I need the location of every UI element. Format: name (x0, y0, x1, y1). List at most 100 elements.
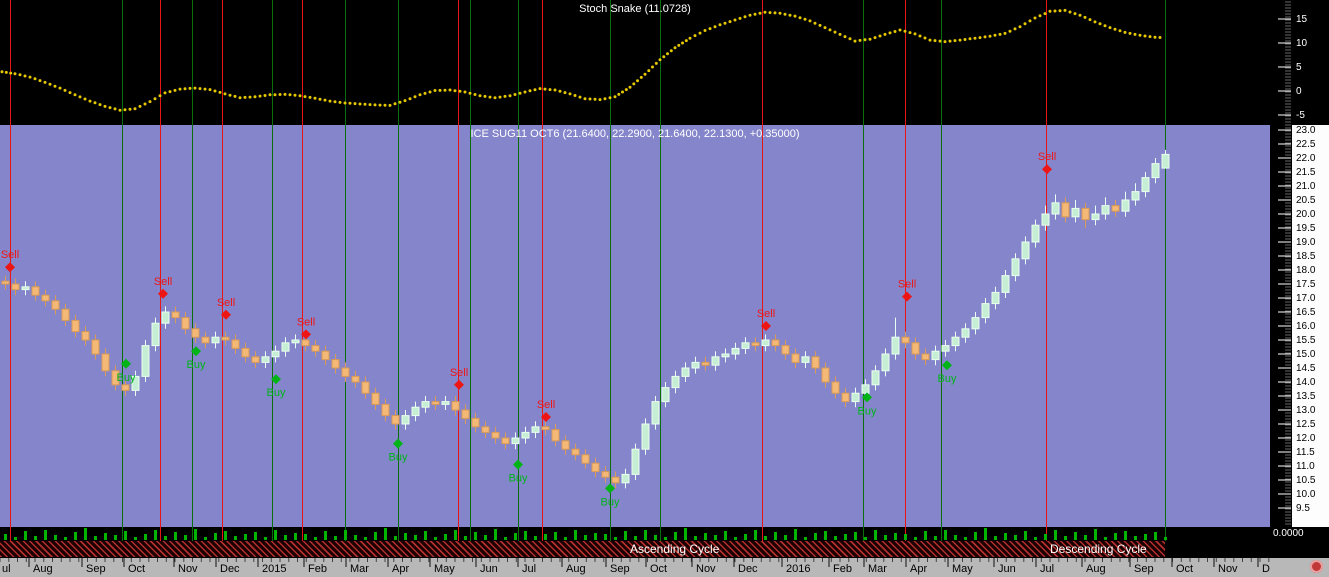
candle[interactable] (131, 370, 140, 396)
candle[interactable] (1151, 158, 1160, 184)
candle[interactable] (371, 387, 380, 410)
candle[interactable] (211, 331, 220, 349)
candle[interactable] (1051, 194, 1060, 220)
candle[interactable] (1131, 183, 1140, 206)
candle[interactable] (991, 286, 1000, 310)
sell-marker[interactable] (902, 291, 912, 302)
candle[interactable] (1101, 197, 1110, 220)
candle[interactable] (461, 404, 470, 424)
candle[interactable] (541, 421, 550, 436)
candle[interactable] (251, 351, 260, 368)
candle[interactable] (681, 362, 690, 382)
candle[interactable] (431, 396, 440, 410)
candle[interactable] (261, 351, 270, 368)
candle[interactable] (601, 466, 610, 483)
candle[interactable] (831, 376, 840, 399)
buy-marker[interactable] (605, 483, 615, 494)
candle[interactable] (1091, 205, 1100, 226)
candle[interactable] (351, 370, 360, 388)
candle[interactable] (771, 334, 780, 352)
sell-marker[interactable] (1042, 164, 1052, 175)
candle[interactable] (281, 337, 290, 357)
date-axis[interactable]: ul Aug Sep Oct Nov Dec 2015 Feb Mar Apr May Jun Jul A… (0, 557, 1329, 577)
candle[interactable] (91, 334, 100, 360)
buy-marker[interactable] (862, 392, 872, 403)
candle[interactable] (311, 340, 320, 357)
candle[interactable] (711, 351, 720, 371)
candle[interactable] (801, 351, 810, 368)
candle[interactable] (191, 323, 200, 343)
candle[interactable] (341, 362, 350, 382)
candle[interactable] (331, 354, 340, 374)
candle[interactable] (661, 382, 670, 408)
candle[interactable] (1161, 149, 1170, 169)
price-axis[interactable]: 23.0 22.5 22.0 21.5 21.0 20.5 20.0 19.5 19.0 18.5… (1270, 125, 1329, 527)
sell-marker[interactable] (301, 329, 311, 340)
candle[interactable] (1111, 200, 1120, 217)
candle[interactable] (841, 387, 850, 408)
candle[interactable] (701, 356, 710, 371)
candle[interactable] (961, 323, 970, 343)
candle[interactable] (891, 317, 900, 360)
candle[interactable] (421, 396, 430, 413)
candle[interactable] (571, 443, 580, 461)
candle[interactable] (721, 348, 730, 363)
candle[interactable] (151, 317, 160, 352)
buy-marker[interactable] (393, 438, 403, 449)
stoch-indicator-plot[interactable] (0, 0, 1270, 125)
candle[interactable] (321, 345, 330, 366)
candle[interactable] (611, 471, 620, 489)
candle[interactable] (981, 298, 990, 324)
sell-marker[interactable] (158, 288, 168, 299)
sell-marker[interactable] (541, 412, 551, 422)
sell-marker[interactable] (761, 321, 771, 331)
candle[interactable] (1021, 236, 1030, 265)
candle[interactable] (1001, 270, 1010, 298)
candlestick-plot[interactable]: Sell Sell Sell Sell Sell Sell Sell Sell Sell Buy B… (0, 125, 1270, 527)
candle[interactable] (851, 387, 860, 408)
candle[interactable] (441, 396, 450, 410)
candle[interactable] (511, 432, 520, 450)
candle[interactable] (731, 342, 740, 360)
candle[interactable] (551, 424, 560, 447)
candle[interactable] (1041, 205, 1050, 231)
candle[interactable] (641, 418, 650, 455)
candle[interactable] (921, 348, 930, 366)
candle[interactable] (811, 351, 820, 374)
candle[interactable] (881, 348, 890, 377)
candle[interactable] (501, 432, 510, 450)
candle[interactable] (31, 281, 40, 301)
candle[interactable] (101, 348, 110, 377)
candle[interactable] (1031, 219, 1040, 248)
candle[interactable] (1141, 172, 1150, 198)
buy-marker[interactable] (121, 358, 131, 369)
candle[interactable] (1081, 202, 1090, 228)
candle[interactable] (291, 334, 300, 349)
candle[interactable] (411, 401, 420, 422)
candle[interactable] (871, 365, 880, 391)
candle[interactable] (1061, 197, 1070, 223)
candle[interactable] (581, 449, 590, 469)
candle[interactable] (931, 345, 940, 366)
candle[interactable] (61, 303, 70, 326)
candle[interactable] (71, 314, 80, 338)
buy-marker[interactable] (942, 360, 952, 371)
candle[interactable] (521, 426, 530, 444)
sell-marker[interactable] (221, 309, 231, 320)
candle[interactable] (181, 312, 190, 335)
candle[interactable] (171, 306, 180, 324)
candle[interactable] (951, 331, 960, 352)
candle[interactable] (691, 356, 700, 374)
candle[interactable] (791, 348, 800, 368)
candle[interactable] (401, 410, 410, 430)
candle[interactable] (531, 421, 540, 438)
candle[interactable] (471, 412, 480, 433)
candle[interactable] (221, 331, 230, 346)
candle[interactable] (111, 365, 120, 391)
candle[interactable] (911, 337, 920, 360)
candle[interactable] (1071, 200, 1080, 223)
candle[interactable] (451, 396, 460, 416)
stoch-value-axis[interactable]: 15 10 5 0 -5 (1270, 0, 1329, 125)
candle[interactable] (161, 306, 170, 329)
candle[interactable] (361, 376, 370, 399)
